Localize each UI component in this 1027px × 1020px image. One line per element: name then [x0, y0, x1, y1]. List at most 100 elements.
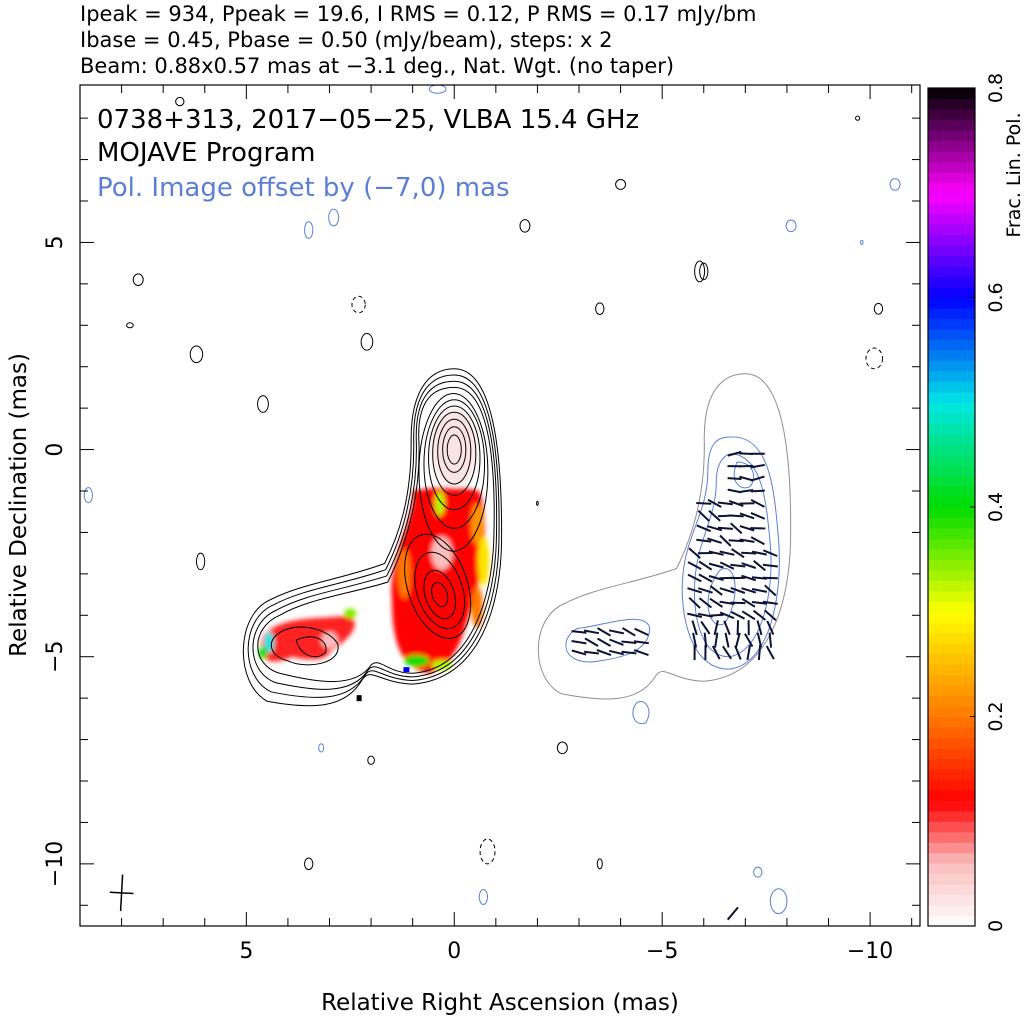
- evpa-tick: [722, 645, 733, 660]
- pol-contour: [632, 700, 650, 725]
- chart-title: 0738+313, 2017−05−25, VLBA 15.4 GHz: [97, 105, 639, 135]
- colorbar-step: [928, 894, 975, 906]
- evpa-tick: [687, 587, 703, 594]
- colorbar-tick-label: 0.4: [985, 492, 1007, 522]
- colorbar-step: [928, 150, 975, 162]
- evpa-tick: [719, 587, 735, 594]
- evpa-tick: [751, 576, 768, 580]
- colorbar-step: [928, 831, 975, 843]
- pol-region-jet: [391, 487, 485, 674]
- y-tick-label: −10: [43, 841, 68, 887]
- colorbar-step: [928, 203, 975, 215]
- evpa-tick: [719, 561, 735, 570]
- colorbar-step: [928, 800, 975, 812]
- colorbar-step: [928, 486, 975, 498]
- intensity-contour-core: [437, 418, 472, 485]
- colorbar-step: [928, 779, 975, 791]
- evpa-tick: [741, 551, 757, 555]
- y-tick-label: 0: [43, 443, 68, 457]
- evpa-tick: [714, 632, 719, 648]
- evpa-tick: [724, 632, 730, 648]
- pol-highlight: [344, 608, 357, 619]
- evpa-tick: [765, 645, 775, 660]
- intensity-contour-core: [446, 434, 462, 465]
- evpa-tick: [692, 632, 698, 648]
- evpa-tick: [762, 600, 778, 605]
- evpa-tick: [750, 511, 766, 520]
- colorbar-step: [928, 852, 975, 864]
- colorbar-step: [928, 412, 975, 424]
- evpa-tick: [739, 512, 755, 520]
- evpa-tick: [596, 649, 612, 657]
- evpa-tick: [739, 538, 755, 543]
- evpa-tick: [687, 561, 702, 570]
- colorbar-step: [928, 287, 975, 299]
- beam-marker: [109, 874, 134, 912]
- evpa-tick: [707, 498, 722, 508]
- colorbar-step: [928, 234, 975, 246]
- intensity-contour-knot: [404, 533, 472, 639]
- noise-contour: [360, 333, 374, 351]
- colorbar-step: [928, 622, 975, 634]
- evpa-tick: [713, 620, 719, 636]
- evpa-tick: [700, 620, 711, 635]
- intensity-contour-knot: [431, 582, 449, 608]
- evpa-tick: [698, 597, 713, 609]
- evpa-tick: [719, 534, 732, 547]
- evpa-tick: [709, 597, 724, 608]
- noise-contour: [304, 857, 314, 871]
- noise-contour: [615, 178, 627, 190]
- noise-contour: [132, 273, 144, 287]
- colorbar-step: [928, 423, 975, 435]
- colorbar-step: [928, 475, 975, 487]
- colorbar-step: [928, 108, 975, 121]
- colorbar-step: [928, 653, 975, 665]
- evpa-tick: [571, 640, 587, 645]
- evpa-tick: [621, 650, 637, 655]
- evpa-tick: [717, 526, 733, 530]
- evpa-tick: [751, 550, 767, 556]
- colorbar-step: [928, 349, 975, 361]
- noise-contour: [351, 295, 366, 314]
- evpa-tick: [621, 640, 637, 644]
- colorbar-step: [928, 664, 975, 676]
- noise-contour: [318, 743, 325, 753]
- evpa-tick: [750, 463, 765, 469]
- evpa-tick: [688, 596, 701, 609]
- colorbar-ticks: 0 0.2 0.4 0.6 0.8: [970, 73, 1007, 932]
- colorbar-step: [928, 716, 975, 728]
- evpa-tick: [757, 645, 762, 661]
- evpa-tick: [762, 563, 778, 568]
- pol-offset-annotation: Pol. Image offset by (−7,0) mas: [97, 173, 510, 203]
- noise-contour: [479, 838, 496, 865]
- evpa-tick: [584, 637, 599, 647]
- evpa-tick: [717, 501, 733, 506]
- evpa-tick: [708, 510, 721, 522]
- evpa-tick: [596, 627, 611, 637]
- evpa-tick: [763, 549, 778, 557]
- plot-content: [83, 85, 901, 921]
- noise-contour: [769, 888, 788, 915]
- evpa-tick: [707, 537, 722, 544]
- colorbar-step: [928, 245, 975, 257]
- noise-contour: [195, 552, 206, 571]
- evpa-tick: [709, 585, 723, 596]
- colorbar-step: [928, 643, 975, 655]
- evpa-tick: [608, 629, 624, 635]
- colorbar-step: [928, 915, 975, 927]
- colorbar-step: [928, 758, 975, 770]
- evpa-tick: [608, 649, 624, 656]
- evpa-tick: [751, 588, 768, 593]
- pol-contour: [681, 436, 780, 670]
- noise-contour: [753, 866, 763, 878]
- evpa-tick: [730, 601, 746, 605]
- colorbar-step: [928, 821, 975, 833]
- total-intensity-contours: [242, 368, 503, 707]
- evpa-tick: [711, 645, 721, 660]
- colorbar-step: [928, 768, 975, 780]
- colorbar-step: [928, 527, 975, 540]
- evpa-tick: [571, 649, 587, 656]
- intensity-contour-lobe: [295, 636, 327, 658]
- evpa-tick: [744, 633, 754, 648]
